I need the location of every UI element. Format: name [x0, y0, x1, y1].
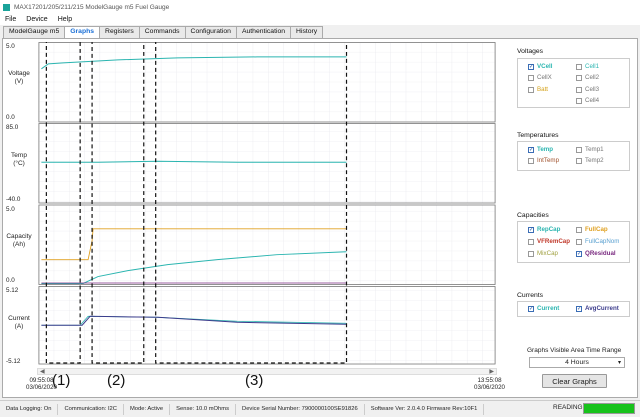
checkmark-icon: ✓: [528, 63, 534, 70]
vcell-checkbox[interactable]: ✓ VCell: [528, 63, 553, 70]
checkmark-icon: ✓: [576, 305, 582, 312]
avgcurrent-checkbox[interactable]: ✓ AvgCurrent: [576, 305, 619, 312]
cell3-checkbox[interactable]: Cell3: [576, 86, 599, 93]
temp-axis-label: Temp (°C): [11, 152, 27, 167]
region-3-label: (3): [245, 372, 264, 389]
cellx-checkbox[interactable]: CellX: [528, 74, 552, 81]
region-3-box: [155, 42, 348, 364]
status-data-logging: Data Logging: On: [0, 403, 59, 415]
capacity-ymin: 0.0: [6, 277, 15, 284]
checkmark-icon: ✓: [528, 226, 534, 233]
fullcap-checkbox[interactable]: FullCap: [576, 226, 608, 233]
menu-bar: File Device Help: [0, 14, 640, 25]
vfremcap-checkbox[interactable]: VFRemCap: [528, 238, 570, 245]
qresidual-checkbox[interactable]: ✓ QResidual: [576, 250, 616, 257]
status-communication: Communication: I2C: [58, 403, 124, 415]
repcap-series: [41, 251, 347, 285]
time-range-title: Graphs Visible Area Time Range: [527, 347, 622, 354]
checkmark-icon: ✓: [528, 146, 534, 153]
voltage-ymin: 0.0: [6, 114, 15, 121]
status-bar: Data Logging: On Communication: I2C Mode…: [0, 400, 640, 417]
currents-title: Currents: [517, 292, 544, 299]
voltage-plot: [38, 42, 496, 123]
cell4-checkbox[interactable]: Cell4: [576, 97, 599, 104]
scroll-right-icon[interactable]: ▶: [489, 369, 494, 375]
voltages-box: [517, 58, 630, 108]
fullcapnom-checkbox[interactable]: FullCapNom: [576, 238, 619, 245]
tab-bar: ModelGauge m5 Graphs Registers Commands …: [3, 26, 324, 39]
currents-box: [517, 301, 630, 317]
region-1-label: (1): [52, 372, 71, 389]
tab-commands[interactable]: Commands: [138, 26, 186, 38]
temp-checkbox[interactable]: ✓ Temp: [528, 146, 554, 153]
end-timestamp: 13:55:08 03/06/2020: [474, 377, 505, 391]
clear-graphs-button[interactable]: Clear Graphs: [542, 374, 607, 388]
progress-fill: [584, 404, 634, 413]
voltage-axis-label: Voltage (V): [8, 70, 30, 85]
temperatures-title: Temperatures: [517, 132, 559, 139]
reading-progress-bar: [583, 403, 635, 414]
vcell-series: [41, 56, 347, 70]
status-sense: Sense: 10.0 mOhms: [170, 403, 237, 415]
cell1-checkbox[interactable]: Cell1: [576, 63, 599, 70]
current-checkbox[interactable]: ✓ Current: [528, 305, 560, 312]
temp-ymax: 85.0: [6, 124, 19, 131]
mixcap-checkbox[interactable]: MixCap: [528, 250, 558, 257]
chevron-down-icon: ▾: [617, 360, 621, 366]
app-icon: [3, 3, 10, 11]
tab-configuration[interactable]: Configuration: [184, 26, 237, 38]
capacity-plot: [38, 204, 496, 285]
voltages-title: Voltages: [517, 48, 544, 55]
status-serial: Device Serial Number: 7900000100SE91826: [236, 403, 365, 415]
avgcurrent-series: [41, 315, 347, 326]
tab-registers[interactable]: Registers: [99, 26, 140, 38]
current-ymin: -5.12: [6, 358, 21, 365]
temperatures-box: [517, 141, 630, 171]
scroll-left-icon[interactable]: ◀: [40, 369, 45, 375]
fullcap-series: [41, 228, 347, 261]
repcap-checkbox[interactable]: ✓ RepCap: [528, 226, 561, 233]
status-mode: Mode: Active: [124, 403, 171, 415]
graphs-svg: [38, 42, 496, 365]
current-axis-label: Current (A): [8, 315, 30, 330]
capacity-axis-label: Capacity (Ah): [6, 233, 32, 248]
region-2-label: (2): [107, 372, 126, 389]
checkmark-icon: ✓: [528, 305, 534, 312]
reading-label: READING: [553, 404, 583, 411]
inttemp-checkbox[interactable]: IntTemp: [528, 157, 559, 164]
title-bar: MAX17201/205/211/215 ModelGauge m5 Fuel …: [0, 0, 640, 14]
batt-checkbox[interactable]: Batt: [528, 86, 548, 93]
checkmark-icon: ✓: [576, 250, 582, 257]
window-title: MAX17201/205/211/215 ModelGauge m5 Fuel …: [14, 3, 170, 11]
capacities-box: [517, 221, 630, 263]
temp-series: [41, 160, 347, 163]
current-plot: [38, 286, 496, 365]
time-scrollbar[interactable]: ◀ ▶: [37, 368, 497, 375]
temp2-checkbox[interactable]: Temp2: [576, 157, 604, 164]
region-2-box: [91, 42, 145, 364]
menu-help[interactable]: Help: [57, 16, 73, 23]
menu-device[interactable]: Device: [26, 16, 48, 23]
tab-modelgauge[interactable]: ModelGauge m5: [3, 26, 66, 38]
capacity-ymax: 5.0: [6, 206, 15, 213]
cell2-checkbox[interactable]: Cell2: [576, 74, 599, 81]
voltage-ymax: 5.0: [6, 43, 15, 50]
temp-plot: [38, 123, 496, 204]
current-ymax: 5.12: [6, 287, 19, 294]
start-timestamp: 09:55:08 03/06/2020: [26, 377, 57, 391]
menu-file[interactable]: File: [5, 16, 17, 23]
temp-ymin: -40.0: [6, 196, 21, 203]
temp1-checkbox[interactable]: Temp1: [576, 146, 604, 153]
tab-history[interactable]: History: [290, 26, 324, 38]
time-range-select[interactable]: 4 Hours ▾: [529, 357, 625, 368]
tab-authentication[interactable]: Authentication: [235, 26, 292, 38]
capacities-title: Capacities: [517, 212, 549, 219]
status-versions: Software Ver: 2.0.4.0 Firmware Rev:10F1: [365, 403, 485, 415]
